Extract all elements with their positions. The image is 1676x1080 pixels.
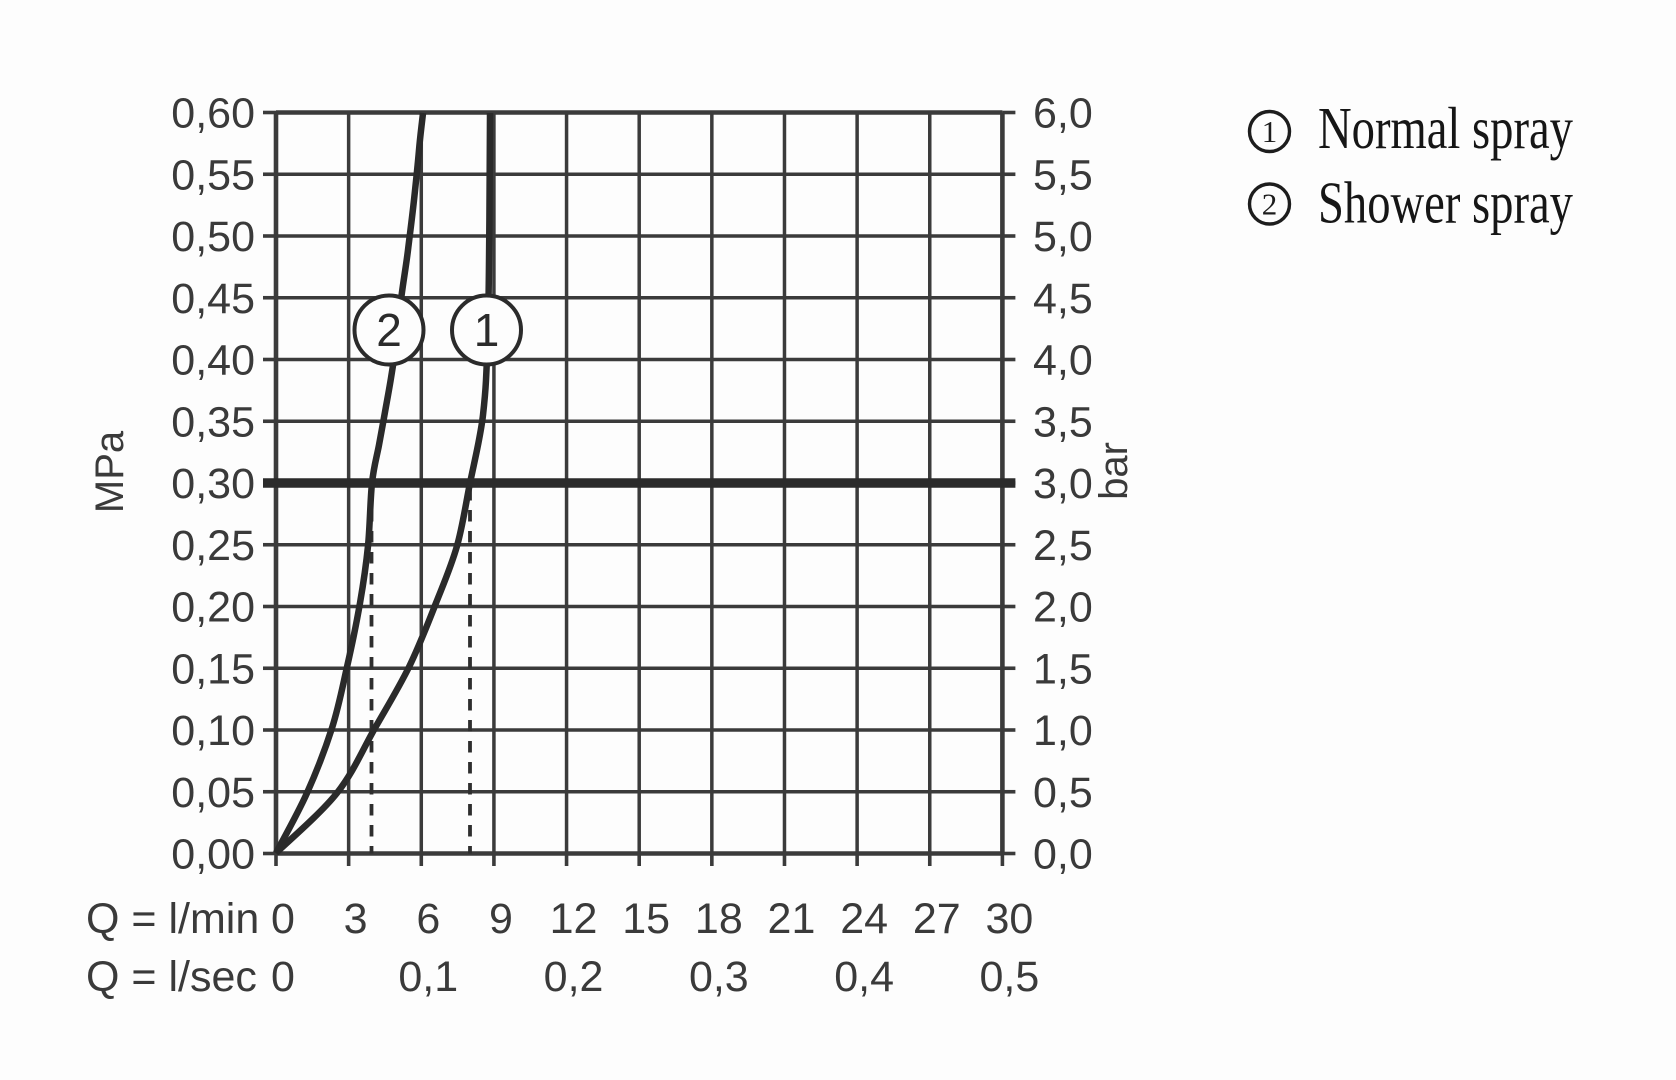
svg-text:0,60: 0,60 [171,90,255,138]
svg-text:1,5: 1,5 [1033,645,1093,693]
svg-text:Q = l/sec: Q = l/sec [86,953,257,1001]
svg-text:bar: bar [1092,442,1136,500]
svg-text:0,4: 0,4 [834,953,894,1001]
svg-text:3: 3 [344,895,368,943]
svg-text:0,05: 0,05 [171,769,255,817]
svg-text:9: 9 [489,895,513,943]
svg-text:0,55: 0,55 [171,151,255,199]
svg-text:0,10: 0,10 [171,707,255,755]
svg-text:2,5: 2,5 [1033,522,1093,570]
svg-text:5,5: 5,5 [1033,151,1093,199]
svg-text:0,35: 0,35 [171,398,255,446]
svg-text:6: 6 [416,895,440,943]
svg-text:5,0: 5,0 [1033,213,1093,261]
svg-text:0,0: 0,0 [1033,831,1093,879]
svg-text:21: 21 [768,895,816,943]
svg-text:24: 24 [840,895,888,943]
svg-text:0: 0 [271,895,295,943]
svg-text:0,1: 0,1 [398,953,458,1001]
svg-text:4,0: 4,0 [1033,337,1093,385]
svg-text:18: 18 [695,895,743,943]
svg-text:0,25: 0,25 [171,522,255,570]
svg-text:1: 1 [1262,114,1278,149]
svg-text:27: 27 [913,895,961,943]
svg-text:3,0: 3,0 [1033,460,1093,508]
svg-text:2: 2 [376,304,402,356]
svg-text:Shower spray: Shower spray [1318,170,1573,236]
svg-text:1,0: 1,0 [1033,707,1093,755]
svg-text:2,0: 2,0 [1033,584,1093,632]
svg-text:Normal spray: Normal spray [1318,95,1573,161]
svg-text:2: 2 [1262,187,1278,222]
svg-text:MPa: MPa [88,430,132,513]
svg-text:30: 30 [985,895,1033,943]
svg-text:0,45: 0,45 [171,275,255,323]
svg-text:0,30: 0,30 [171,460,255,508]
svg-text:0,15: 0,15 [171,645,255,693]
svg-text:0,5: 0,5 [980,953,1040,1001]
svg-text:0,00: 0,00 [171,831,255,879]
svg-text:0,5: 0,5 [1033,769,1093,817]
svg-text:3,5: 3,5 [1033,398,1093,446]
svg-text:4,5: 4,5 [1033,275,1093,323]
svg-text:6,0: 6,0 [1033,90,1093,138]
svg-text:0: 0 [271,953,295,1001]
svg-text:0,3: 0,3 [689,953,749,1001]
svg-text:0,2: 0,2 [544,953,604,1001]
svg-text:12: 12 [550,895,598,943]
svg-text:Q = l/min: Q = l/min [86,895,259,943]
svg-text:15: 15 [622,895,670,943]
svg-text:0,50: 0,50 [171,213,255,261]
svg-text:1: 1 [474,304,500,356]
svg-text:0,20: 0,20 [171,584,255,632]
svg-text:0,40: 0,40 [171,337,255,385]
